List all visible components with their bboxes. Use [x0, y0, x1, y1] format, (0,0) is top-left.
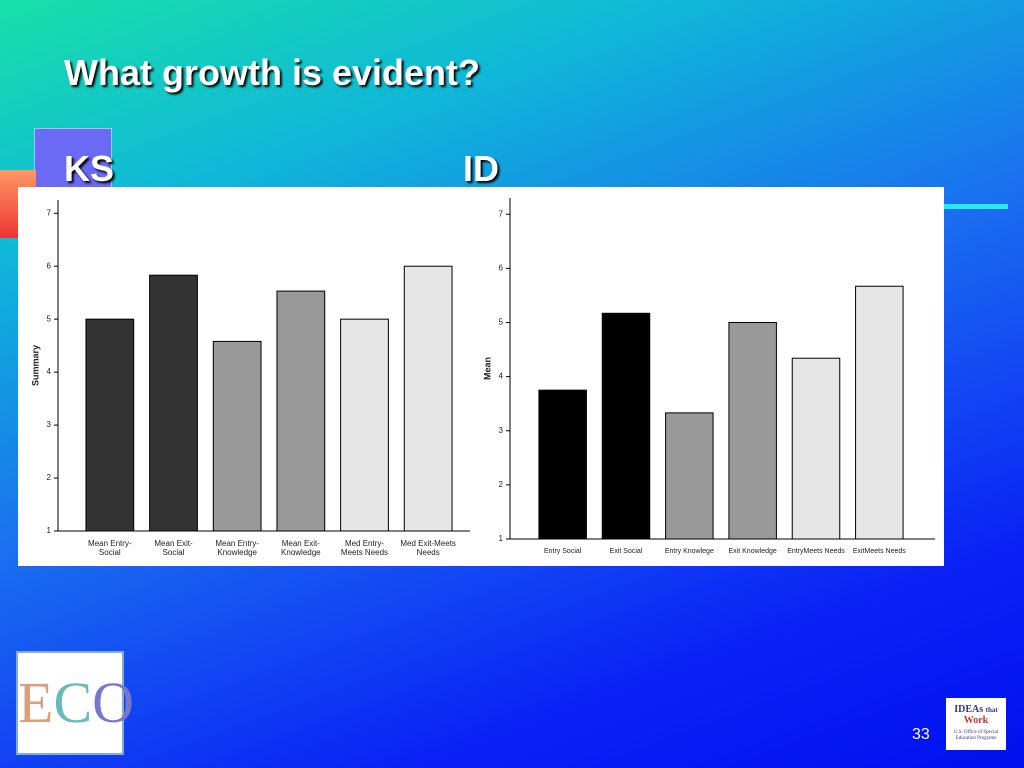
y-tick-label: 5 [499, 318, 504, 327]
section-label: KS [64, 148, 115, 189]
bar [276, 290, 326, 532]
y-tick-label: 6 [47, 261, 52, 270]
bar [855, 285, 904, 540]
y-tick-label: 7 [47, 208, 52, 217]
deco-line [940, 204, 1008, 209]
y-tick-label: 1 [47, 526, 52, 535]
bar [665, 412, 714, 540]
x-tick-label: Exit Social [609, 548, 643, 555]
bar [538, 389, 587, 540]
y-tick-label: 6 [499, 263, 504, 272]
eco-logo: ECO [16, 651, 134, 755]
bar [791, 357, 841, 540]
bar [403, 265, 453, 532]
y-tick-label: 2 [499, 480, 504, 489]
deco-square [34, 128, 112, 190]
bar [149, 274, 198, 532]
x-tick-label: Entry Knowlege [664, 548, 714, 555]
y-tick-label: 4 [499, 372, 504, 381]
charts: 1 2 3 4 5 6 7 Summary 1 2 3 4 5 6 7 Mean [30, 198, 935, 543]
section-label: ID [463, 148, 499, 189]
logo-text: IDEAs [954, 704, 984, 715]
bar [340, 318, 389, 532]
x-tick-label: ExitMeets Needs [852, 548, 906, 555]
y-tick-label: 7 [499, 209, 504, 218]
y-axis-label: Mean [482, 357, 492, 380]
x-tick-label: Mean Exit-Social [154, 539, 193, 557]
y-tick-label: 3 [499, 426, 504, 435]
x-tick-label: Med Exit-Meets Needs [400, 539, 456, 557]
slide-title: What growth is evident? [64, 52, 481, 93]
y-tick-label: 2 [47, 473, 52, 482]
logo-text: U.S. Office of Special Education Program… [953, 730, 999, 741]
bar [728, 321, 777, 540]
logo-text: Work [963, 715, 989, 726]
logo-text: that [985, 706, 998, 714]
bar [212, 340, 262, 532]
bar [601, 312, 651, 540]
x-tick-label: Mean Entry-Social [88, 539, 132, 557]
bar [85, 318, 135, 532]
y-tick-label: 4 [47, 367, 52, 376]
x-tick-label: Mean Exit-Knowledge [281, 539, 321, 557]
x-tick-label: Mean Entry-Knowledge [215, 539, 259, 557]
y-axis-label: Summary [30, 345, 40, 386]
page-number: 33 [912, 726, 930, 743]
ideas-logo: IDEAs that Work U.S. Office of Special E… [946, 698, 1006, 750]
x-tick-label: Med Entry-Meets Needs [340, 539, 389, 557]
x-tick-label: Entry Social [543, 548, 582, 555]
y-tick-label: 3 [47, 420, 52, 429]
y-tick-label: 1 [499, 534, 504, 543]
chart-panel: 1 2 3 4 5 6 7 Summary 1 2 3 4 5 6 7 Mean Mean Entry-Soc… [18, 187, 944, 566]
x-tick-label: EntryMeets Needs [787, 548, 845, 555]
x-tick-label: Exit Knowledge [728, 548, 777, 555]
y-tick-label: 5 [47, 314, 52, 323]
